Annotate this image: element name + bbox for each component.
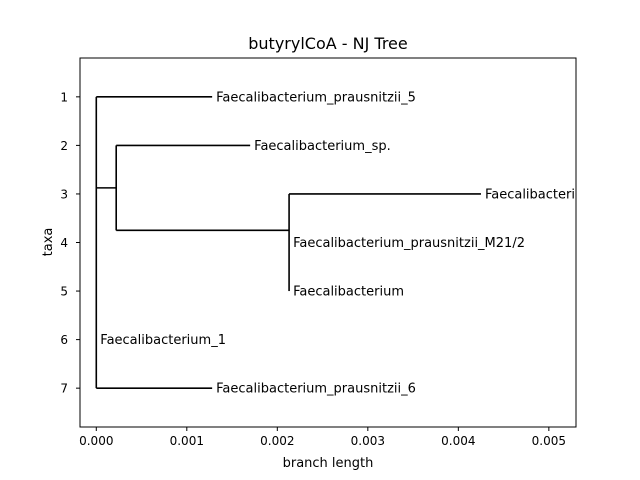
y-tick-label: 4: [60, 236, 68, 250]
x-tick-label: 0.004: [441, 434, 475, 448]
leaf-label: Faecalibacterium_sp.: [254, 139, 391, 154]
x-tick-label: 0.005: [532, 434, 566, 448]
y-tick-label: 1: [60, 90, 68, 104]
y-axis: 1 2 3 4 5 6 7: [60, 90, 80, 396]
x-axis: 0.000 0.001 0.002 0.003 0.004 0.005: [79, 427, 566, 448]
leaf-label: Faecalibacterium_prausnitzii_6: [216, 382, 416, 397]
y-tick-label: 7: [60, 382, 68, 396]
leaf-label: Faecalibacterium_prausnitzii_5: [216, 90, 416, 105]
y-tick-label: 3: [60, 187, 68, 201]
leaf-label: Faecalibacterium_1: [100, 333, 226, 348]
leaf-label: Faecalibacterium_prau: [485, 187, 632, 202]
leaf-label: Faecalibacterium: [293, 285, 404, 300]
y-tick-label: 2: [60, 139, 68, 153]
chart-title: butyrylCoA - NJ Tree: [248, 34, 408, 53]
plot-area: Faecalibacterium_prausnitzii_5 Faecalibac…: [95, 90, 632, 397]
x-tick-label: 0.002: [260, 434, 294, 448]
x-axis-label: branch length: [283, 456, 374, 471]
x-tick-label: 0.003: [351, 434, 385, 448]
x-tick-label: 0.001: [170, 434, 204, 448]
y-axis-label: taxa: [41, 228, 56, 257]
y-tick-label: 6: [60, 333, 68, 347]
leaf-label: Faecalibacterium_prausnitzii_M21/2: [293, 236, 525, 251]
y-tick-label: 5: [60, 285, 68, 299]
x-tick-label: 0.000: [79, 434, 113, 448]
